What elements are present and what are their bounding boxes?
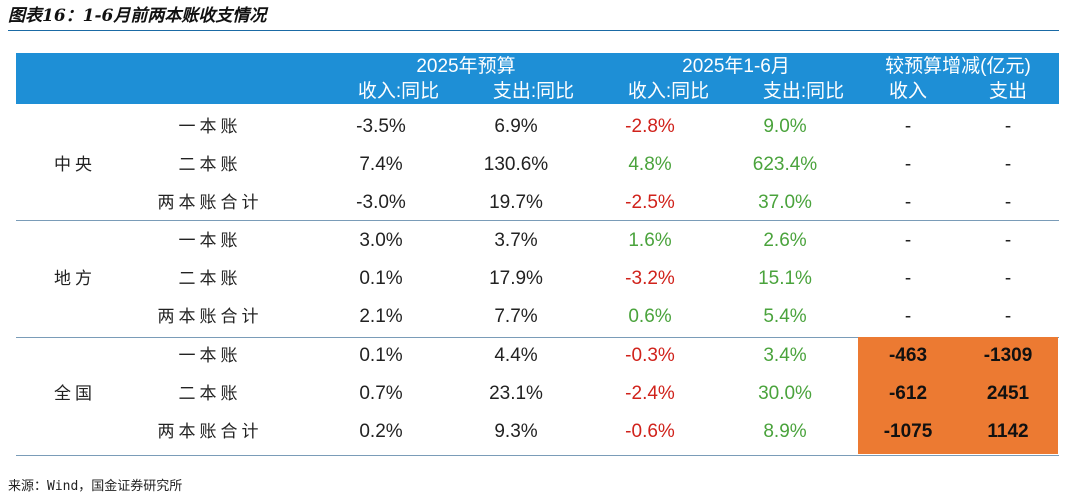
header-group-actual: 2025年1-6月 [682,56,790,77]
row-label: 一本账 [178,231,242,251]
header-actual-revenue: 收入:同比 [627,81,710,102]
row-label: 两本账合计 [157,422,263,442]
budget-revenue-cell: 2.1% [359,306,403,327]
budget-expense-cell: 4.4% [494,345,538,366]
actual-revenue-cell: 0.6% [628,306,672,327]
figure-title: 图表16：1-6月前两本账收支情况 [8,6,267,26]
actual-revenue-cell: 4.8% [628,154,672,175]
budget-expense-cell: 17.9% [489,268,543,289]
diff-revenue-cell: - [904,230,912,251]
row-label: 二本账 [178,384,242,404]
actual-expense-cell: 15.1% [758,268,812,289]
actual-revenue-cell: -0.3% [625,345,675,366]
diff-revenue-cell: - [904,268,912,289]
group-divider [16,220,1059,221]
header-diff-expense: 支出 [988,81,1027,102]
diff-expense-cell: - [1004,268,1012,289]
group-label: 中央 [54,155,96,175]
row-label: 二本账 [178,269,242,289]
budget-revenue-cell: 7.4% [359,154,403,175]
actual-revenue-cell: 1.6% [628,230,672,251]
actual-revenue-cell: -2.8% [625,116,675,137]
header-budget-expense: 支出:同比 [492,81,575,102]
diff-revenue-cell: -1075 [883,421,933,442]
source-note: 来源：Wind，国金证券研究所 [8,479,183,494]
diff-revenue-cell: - [904,192,912,213]
diff-revenue-cell: - [904,116,912,137]
budget-expense-cell: 7.7% [494,306,538,327]
budget-expense-cell: 23.1% [489,383,543,404]
budget-revenue-cell: -3.0% [356,192,406,213]
budget-revenue-cell: -3.5% [356,116,406,137]
diff-expense-cell: 2451 [986,383,1030,404]
diff-expense-cell: - [1004,230,1012,251]
diff-revenue-cell: - [904,154,912,175]
row-label: 两本账合计 [157,307,263,327]
actual-expense-cell: 30.0% [758,383,812,404]
diff-revenue-cell: - [904,306,912,327]
actual-revenue-cell: -3.2% [625,268,675,289]
budget-revenue-cell: 3.0% [359,230,403,251]
actual-expense-cell: 623.4% [752,154,818,175]
diff-expense-cell: -1309 [983,345,1033,366]
budget-revenue-cell: 0.1% [359,268,403,289]
group-label: 地方 [54,269,96,289]
budget-revenue-cell: 0.2% [359,421,403,442]
actual-expense-cell: 3.4% [763,345,807,366]
actual-revenue-cell: -0.6% [625,421,675,442]
budget-expense-cell: 130.6% [483,154,549,175]
diff-expense-cell: - [1004,306,1012,327]
budget-revenue-cell: 0.1% [359,345,403,366]
actual-expense-cell: 8.9% [763,421,807,442]
actual-expense-cell: 5.4% [763,306,807,327]
table-header: 2025年预算 2025年1-6月 较预算增减(亿元) 收入:同比 支出:同比 … [16,53,1059,104]
group-label: 全国 [54,384,96,404]
highlight-block [858,337,1058,454]
budget-revenue-cell: 0.7% [359,383,403,404]
header-group-budget: 2025年预算 [416,56,516,77]
header-diff-revenue: 收入 [888,81,927,102]
actual-revenue-cell: -2.4% [625,383,675,404]
header-group-diff: 较预算增减(亿元) [885,56,1031,77]
row-label: 两本账合计 [157,193,263,213]
actual-revenue-cell: -2.5% [625,192,675,213]
table-bottom-rule [16,455,1059,456]
row-label: 一本账 [178,346,242,366]
budget-expense-cell: 3.7% [494,230,538,251]
diff-revenue-cell: -463 [888,345,928,366]
header-budget-revenue: 收入:同比 [357,81,440,102]
actual-expense-cell: 9.0% [763,116,807,137]
diff-expense-cell: 1142 [987,421,1029,442]
budget-expense-cell: 9.3% [494,421,538,442]
row-label: 二本账 [178,155,242,175]
actual-expense-cell: 2.6% [763,230,807,251]
header-actual-expense: 支出:同比 [762,81,845,102]
budget-expense-cell: 6.9% [494,116,538,137]
diff-revenue-cell: -612 [888,383,928,404]
row-label: 一本账 [178,117,242,137]
diff-expense-cell: - [1004,116,1012,137]
budget-expense-cell: 19.7% [489,192,543,213]
actual-expense-cell: 37.0% [758,192,812,213]
title-rule [8,30,1059,31]
group-divider [16,337,1059,338]
diff-expense-cell: - [1004,154,1012,175]
diff-expense-cell: - [1004,192,1012,213]
